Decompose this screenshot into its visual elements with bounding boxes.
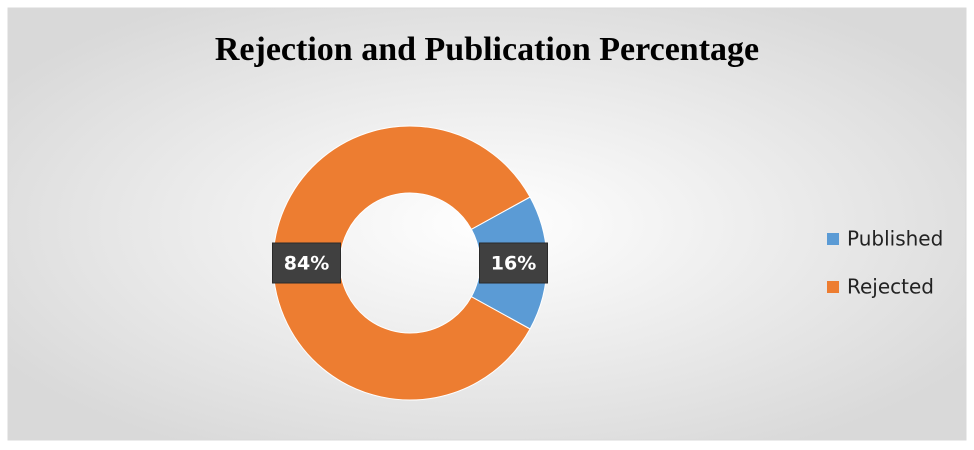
data-label: 84% [284, 253, 329, 275]
legend-swatch [827, 281, 839, 293]
data-label-box [272, 242, 341, 284]
data-label-box [479, 242, 548, 284]
data-label: 16% [491, 253, 536, 275]
legend-swatch [827, 233, 839, 245]
donut-slice [272, 125, 531, 401]
legend-label: Rejected [847, 275, 934, 299]
chart-title: Rejection and Publication Percentage [215, 31, 759, 68]
legend-label: Published [847, 227, 943, 251]
